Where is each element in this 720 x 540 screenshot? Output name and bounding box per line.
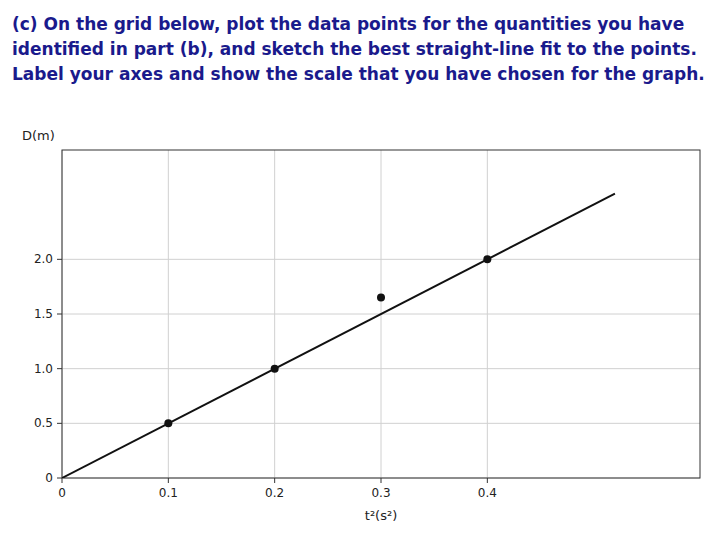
fit-line (62, 194, 615, 478)
title: (c) On the grid below, plot the data poi… (12, 14, 705, 84)
tick-label-x: 0.1 (159, 486, 178, 500)
tick-y (57, 314, 62, 315)
tick-label-x: 0.3 (371, 486, 390, 500)
grid-line-y (62, 368, 700, 369)
tick-x (487, 478, 488, 483)
tick-label-x: 0.4 (478, 486, 497, 500)
tick-x (274, 478, 275, 483)
data-point (271, 365, 279, 373)
tick-y (57, 423, 62, 424)
chart: (c) On the grid below, plot the data poi… (0, 0, 720, 540)
tick-y (57, 368, 62, 369)
tick-label-x: 0 (58, 486, 66, 500)
tick-x (381, 478, 382, 483)
tick-x (62, 478, 63, 483)
tick-label-y: 1.0 (34, 362, 53, 376)
grid (62, 150, 700, 478)
data-point (164, 419, 172, 427)
tick-x (168, 478, 169, 483)
x-axis-label: t²(s²) (365, 508, 397, 523)
data (62, 194, 615, 478)
tick-label-x: 0.2 (265, 486, 284, 500)
tick-y (57, 478, 62, 479)
tick-y (57, 259, 62, 260)
plot-frame (62, 150, 700, 478)
tick-label-y: 2.0 (34, 252, 53, 266)
y-axis-label: D(m) (22, 128, 55, 143)
tick-label-y: 1.5 (34, 307, 53, 321)
grid-line-y (62, 259, 700, 260)
data-point (483, 255, 491, 263)
tick-label-y: 0.5 (34, 416, 53, 430)
data-point (377, 294, 385, 302)
plot-area (62, 150, 700, 478)
tick-label-y: 0 (45, 471, 53, 485)
grid-line-y (62, 423, 700, 424)
